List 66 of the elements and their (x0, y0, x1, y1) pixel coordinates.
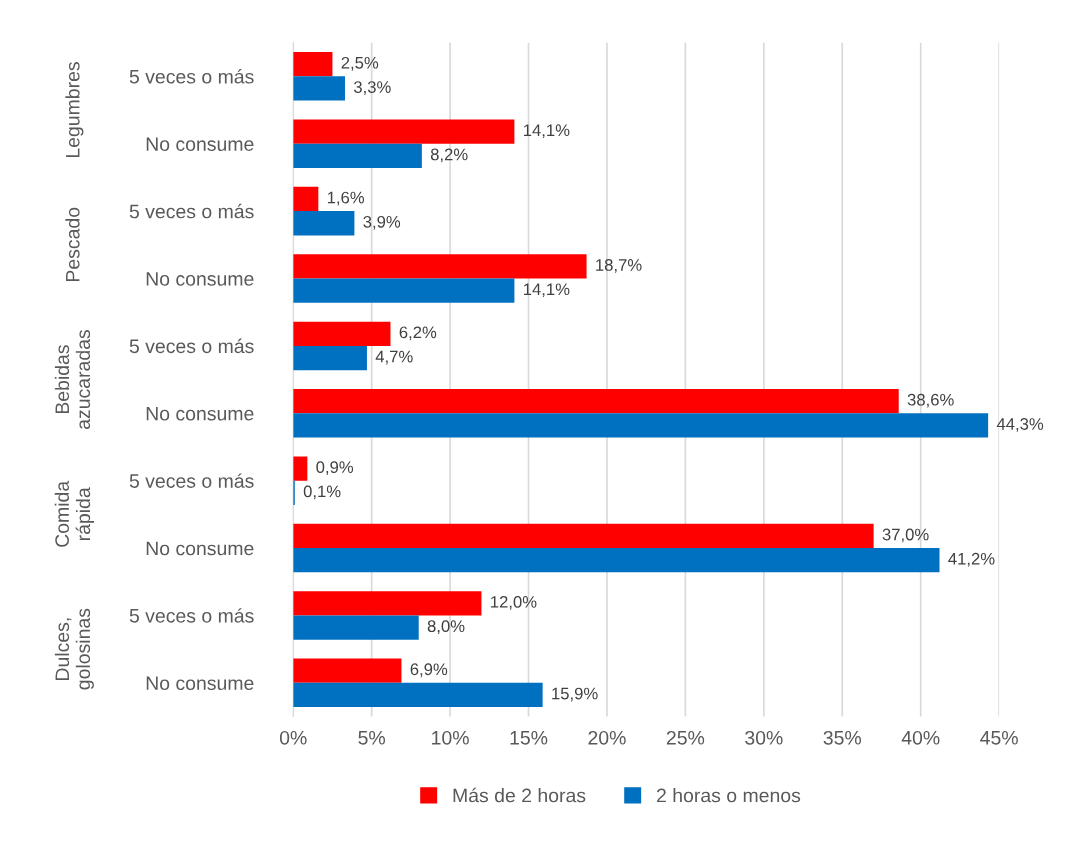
x-tick-label: 40% (901, 730, 940, 745)
bar (293, 615, 419, 640)
data-label: 4,7% (375, 350, 413, 365)
bar (293, 186, 319, 212)
y-tick-label: No consume (146, 137, 254, 151)
data-label: 3,9% (363, 215, 401, 230)
bar (293, 682, 543, 708)
y-tick-label: 5 veces o más (129, 338, 254, 354)
bar (293, 278, 515, 303)
text: Comida rápida (54, 480, 95, 547)
bar (293, 211, 355, 236)
text: Dulces, golosinas (54, 608, 94, 690)
data-label: 12,0% (491, 595, 537, 610)
x-tick-label: 45% (980, 731, 1018, 745)
y-tick-label: 5 veces o más (129, 203, 254, 219)
x-tick-label: 30% (745, 730, 783, 745)
data-label: 6,9% (410, 663, 448, 678)
x-tick-label: 5% (358, 731, 386, 745)
data-label: 38,6% (907, 393, 954, 408)
data-label: 14,1% (524, 124, 570, 139)
bar (293, 119, 515, 144)
data-label: 14,1% (524, 283, 570, 298)
bar (293, 591, 482, 616)
data-label: 0,9% (316, 461, 354, 475)
x-tick-label: 25% (666, 730, 705, 745)
bar (293, 143, 422, 168)
bar (293, 456, 308, 481)
y-tick-label: 5 veces o más (129, 473, 254, 488)
bar (293, 389, 899, 414)
y-tick-label: No consume (146, 541, 254, 556)
text: Bebidas azucaradas (54, 330, 91, 430)
x-tick-label: 0% (279, 730, 307, 745)
bar (293, 321, 391, 346)
bar (293, 523, 874, 549)
y-tick-label: 5 veces o más (129, 69, 254, 84)
data-label: 0,1% (303, 485, 341, 500)
y-tick-label: No consume (146, 406, 254, 421)
x-tick-label: 10% (432, 730, 469, 745)
data-label: 44,3% (996, 418, 1044, 432)
data-label: 8,2% (430, 148, 468, 163)
legend-label: 2 horas o menos (657, 788, 801, 803)
x-tick-label: 15% (510, 731, 548, 745)
bar (293, 254, 587, 279)
bar (293, 52, 333, 77)
data-label: 15,9% (552, 687, 598, 702)
y-tick-label: No consume (146, 272, 254, 286)
data-label: 41,2% (948, 552, 995, 567)
bar (293, 413, 989, 438)
x-tick-label: 35% (823, 730, 862, 745)
data-label: 1,6% (327, 191, 365, 206)
bar (293, 548, 940, 573)
x-tick-label: 20% (588, 730, 626, 745)
bar (293, 76, 345, 101)
text: Pescado (65, 207, 80, 282)
bar (293, 658, 402, 683)
y-tick-label: No consume (146, 676, 254, 691)
data-label: 6,2% (399, 326, 437, 341)
y-tick-label: 5 veces o más (129, 608, 254, 623)
data-label: 37,0% (882, 528, 929, 543)
data-label: 2,5% (341, 56, 379, 71)
data-label: 18,7% (596, 259, 642, 273)
data-label: 3,3% (353, 81, 391, 95)
bar (293, 345, 367, 371)
data-label: 8,0% (427, 620, 465, 635)
text: Legumbres (65, 62, 84, 158)
legend-label: Más de 2 horas (453, 787, 586, 803)
